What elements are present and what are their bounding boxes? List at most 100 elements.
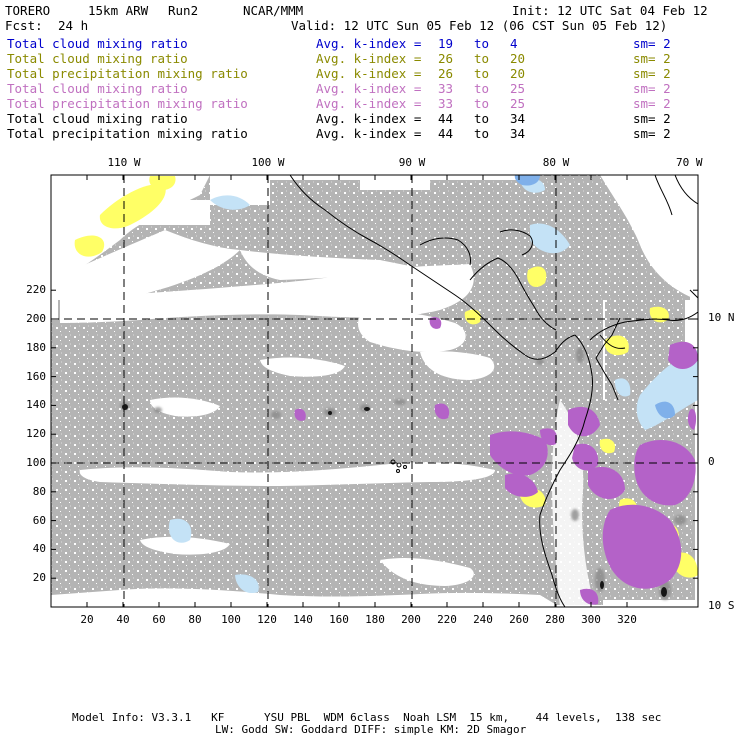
x-tick-label: 260 xyxy=(509,613,529,626)
longitude-label: 90 W xyxy=(398,156,426,169)
legend-to: 20 xyxy=(510,51,526,66)
y-tick-label: 120 xyxy=(26,427,46,441)
clear-sky-gaps xyxy=(51,175,698,607)
x-tick-label: 40 xyxy=(116,613,130,626)
legend-index: Avg. k-index = xyxy=(316,96,422,111)
organization: NCAR/MMM xyxy=(243,3,304,18)
x-tick-label: 280 xyxy=(545,613,565,626)
x-tick-label: 20 xyxy=(80,613,94,626)
y-tick-label: 80 xyxy=(32,484,46,498)
legend-index: Avg. k-index = xyxy=(316,111,422,126)
x-tick-label: 180 xyxy=(365,613,385,626)
legend-row: Total cloud mixing ratio Avg. k-index = 44… xyxy=(7,111,737,126)
legend-row: Total precipitation mixing ratio Avg. k-i… xyxy=(7,66,737,81)
legend-smoothing: sm= 2 xyxy=(633,126,671,141)
legend-row: Total precipitation mixing ratio Avg. k-i… xyxy=(7,96,737,111)
legend-smoothing: sm= 2 xyxy=(633,51,671,66)
legend-row: Total cloud mixing ratio Avg. k-index = 33… xyxy=(7,81,737,96)
y-tick-label: 220 xyxy=(26,283,46,297)
legend-smoothing: sm= 2 xyxy=(633,96,671,111)
legend-field: Total cloud mixing ratio xyxy=(7,111,188,126)
legend-index: Avg. k-index = xyxy=(316,126,422,141)
x-tick-label: 120 xyxy=(257,613,277,626)
legend-field: Total cloud mixing ratio xyxy=(7,51,188,66)
y-tick-label: 40 xyxy=(32,542,46,556)
graticule xyxy=(51,175,698,607)
legend-from: 26 xyxy=(438,66,454,81)
legend-to: 4 xyxy=(510,36,518,51)
legend-field: Total cloud mixing ratio xyxy=(7,36,188,51)
islands xyxy=(390,459,407,473)
init-time: Init: 12 UTC Sat 04 Feb 12 xyxy=(512,3,708,18)
legend-smoothing: sm= 2 xyxy=(633,81,671,96)
legend-index: Avg. k-index = xyxy=(316,66,422,81)
y-tick-label: 200 xyxy=(26,312,46,325)
model-info-line2: LW: Godd SW: Goddard DIFF: simple KM: 2D… xyxy=(215,723,527,736)
longitude-label: 100 W xyxy=(251,156,285,169)
yellow-areas xyxy=(74,176,698,578)
forecast-label: Fcst: xyxy=(5,18,43,33)
light-blue-areas xyxy=(168,178,698,594)
model-info-line1: Model Info: V3.3.1 KF YSU PBL WDM 6class… xyxy=(72,711,662,724)
legend-row: Total cloud mixing ratio Avg. k-index = 26… xyxy=(7,51,737,66)
y-tick-label: 180 xyxy=(26,340,46,354)
x-tick-label: 220 xyxy=(437,613,457,626)
legend-from: 33 xyxy=(438,96,454,111)
longitude-label: 80 W xyxy=(542,156,570,169)
y-tick-label: 160 xyxy=(26,369,46,383)
legend-smoothing: sm= 2 xyxy=(633,66,671,81)
longitude-label: 110 W xyxy=(107,156,141,169)
latitude-label: 10 S xyxy=(708,599,735,612)
legend-to-word: to xyxy=(474,36,490,51)
legend-smoothing: sm= 2 xyxy=(633,111,671,126)
legend-index: Avg. k-index = xyxy=(316,36,422,51)
coastlines xyxy=(289,175,698,607)
x-tick-label: 300 xyxy=(581,613,601,626)
y-tick-label: 60 xyxy=(32,513,46,527)
x-tick-label: 200 xyxy=(401,613,421,626)
model-name: TORERO xyxy=(5,3,51,18)
latitude-label: 10 N xyxy=(708,311,735,324)
legend-from: 19 xyxy=(438,36,454,51)
legend-field: Total precipitation mixing ratio xyxy=(7,126,248,141)
legend-to-word: to xyxy=(474,96,490,111)
y-tick-label: 100 xyxy=(26,456,46,469)
longitude-label: 70 W xyxy=(676,156,703,169)
legend-index: Avg. k-index = xyxy=(316,81,422,96)
cloud-field xyxy=(51,175,698,607)
legend-to: 34 xyxy=(510,111,526,126)
forecast-hour: 24 h xyxy=(58,18,89,33)
run-label: Run2 xyxy=(168,3,199,18)
x-tick-label: 60 xyxy=(152,613,166,626)
y-tick-label: 20 xyxy=(32,571,46,585)
legend-from: 33 xyxy=(438,81,454,96)
x-tick-label: 140 xyxy=(293,613,313,626)
x-tick-label: 240 xyxy=(473,613,493,626)
legend-to: 20 xyxy=(510,66,526,81)
legend-to: 25 xyxy=(510,81,526,96)
x-tick-label: 320 xyxy=(617,613,637,626)
legend-row: Total cloud mixing ratio Avg. k-index = 19… xyxy=(7,36,737,51)
x-tick-label: 160 xyxy=(329,613,349,626)
legend-from: 26 xyxy=(438,51,454,66)
legend-to: 25 xyxy=(510,96,526,111)
legend-from: 44 xyxy=(438,111,454,126)
legend-to-word: to xyxy=(474,66,490,81)
blue-areas xyxy=(514,175,675,419)
legend-to-word: to xyxy=(474,81,490,96)
legend-to-word: to xyxy=(474,111,490,126)
legend-field: Total cloud mixing ratio xyxy=(7,81,188,96)
axis-ticks xyxy=(51,175,698,607)
y-tick-label: 140 xyxy=(26,398,46,412)
legend-index: Avg. k-index = xyxy=(316,51,422,66)
legend-row: Total precipitation mixing ratio Avg. k-i… xyxy=(7,126,737,141)
x-tick-label: 100 xyxy=(221,613,241,626)
legend-to: 34 xyxy=(510,126,526,141)
model-resolution: 15km ARW xyxy=(88,3,149,18)
legend-field: Total precipitation mixing ratio xyxy=(7,66,248,81)
legend-smoothing: sm= 2 xyxy=(633,36,671,51)
latitude-label: 0 xyxy=(708,455,715,468)
purple-areas xyxy=(294,317,698,605)
legend-field: Total precipitation mixing ratio xyxy=(7,96,248,111)
